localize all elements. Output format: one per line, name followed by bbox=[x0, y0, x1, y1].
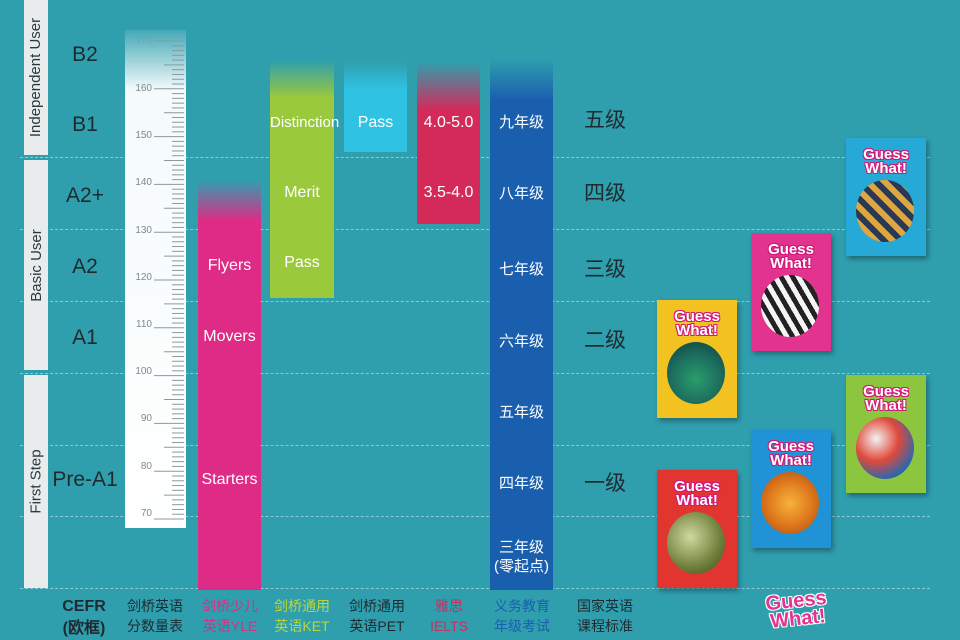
level-divider bbox=[20, 373, 930, 374]
yle-column: Flyers Movers Starters bbox=[198, 180, 261, 590]
ket-merit: Merit bbox=[284, 184, 320, 201]
level-divider bbox=[20, 301, 930, 302]
footer-compulsory: 义务教育 年级考试 bbox=[494, 598, 550, 634]
book-logo: Guess What! bbox=[863, 146, 909, 177]
pet-pass: Pass bbox=[357, 114, 394, 131]
book-6: Guess What! bbox=[846, 138, 926, 256]
grade-8: 八年级 bbox=[498, 185, 544, 202]
peacock-icon bbox=[667, 342, 725, 404]
level-divider bbox=[20, 229, 930, 230]
book-logo: Guess What! bbox=[768, 241, 814, 272]
footer-cefr: CEFR (欧框) bbox=[62, 598, 106, 637]
cefr-level: B1 bbox=[72, 113, 98, 136]
grade-column: 九年级 八年级 七年级 六年级 五年级 四年级 三年级 (零起点) bbox=[490, 58, 553, 590]
grade-5: 五年级 bbox=[498, 404, 544, 421]
level-divider bbox=[20, 516, 930, 517]
footer-national: 国家英语 课程标准 bbox=[577, 598, 633, 634]
band-basic bbox=[24, 160, 48, 370]
yle-flyers: Flyers bbox=[207, 257, 252, 274]
footer-scale: 剑桥英语 分数量表 bbox=[127, 598, 183, 634]
scale-tick-label: 90 bbox=[140, 413, 152, 424]
scale-tick-label: 70 bbox=[140, 508, 152, 519]
scale-tick-label: 160 bbox=[135, 83, 152, 94]
ket-pass: Pass bbox=[284, 254, 320, 271]
national-level: 四级 bbox=[584, 182, 626, 205]
book-3: Guess What! bbox=[846, 375, 926, 493]
scale-tick-label: 130 bbox=[135, 225, 152, 236]
national-level: 三级 bbox=[584, 258, 626, 281]
book-logo: Guess What! bbox=[674, 308, 720, 339]
cefr-level: A1 bbox=[72, 326, 98, 349]
ielts-column: 4.0-5.0 3.5-4.0 bbox=[417, 62, 480, 224]
sunflower-icon bbox=[761, 472, 819, 534]
book-logo: Guess What! bbox=[768, 438, 814, 469]
cefr-level: A2+ bbox=[66, 184, 104, 207]
cefr-level: Pre-A1 bbox=[52, 468, 118, 491]
zebra-icon bbox=[761, 275, 819, 337]
grade-4: 四年级 bbox=[498, 475, 544, 492]
scale-tick-label: 150 bbox=[135, 130, 152, 141]
book-1: Guess What! bbox=[657, 470, 737, 588]
book-logo: Guess What! bbox=[863, 383, 909, 414]
scale-tick-label: 80 bbox=[140, 461, 152, 472]
cambridge-scale-ruler bbox=[125, 30, 186, 528]
grade-9: 九年级 bbox=[498, 114, 544, 131]
national-level: 五级 bbox=[584, 109, 626, 132]
footer-ket: 剑桥通用 英语KET bbox=[274, 598, 330, 634]
cefr-level: B2 bbox=[72, 43, 98, 66]
scale-tick-label: 120 bbox=[135, 272, 152, 283]
grade-6: 六年级 bbox=[498, 333, 544, 350]
book-logo: Guess What! bbox=[674, 478, 720, 509]
grade-3-note: (零起点) bbox=[494, 558, 549, 575]
footer-pet: 剑桥通用 英语PET bbox=[349, 598, 405, 634]
ielts-high: 4.0-5.0 bbox=[423, 114, 474, 131]
book-5: Guess What! bbox=[751, 233, 831, 351]
scale-tick-label: 100 bbox=[135, 366, 152, 377]
national-level: 二级 bbox=[584, 329, 626, 352]
scale-tick-label: 170 bbox=[135, 36, 152, 47]
cefr-level: A2 bbox=[72, 255, 98, 278]
grade-3: 三年级 bbox=[498, 539, 544, 556]
guess-what-logo: Guess What! bbox=[764, 586, 828, 633]
yle-starters: Starters bbox=[201, 471, 258, 488]
level-divider bbox=[20, 588, 930, 589]
scale-tick-label: 110 bbox=[136, 319, 152, 330]
ielts-low: 3.5-4.0 bbox=[423, 184, 474, 201]
book-2: Guess What! bbox=[751, 430, 831, 548]
footer-ielts: 雅思 IELTS bbox=[430, 598, 468, 634]
band-independent bbox=[24, 0, 48, 155]
book-4: Guess What! bbox=[657, 300, 737, 418]
snake-icon bbox=[856, 180, 914, 242]
grade-7: 七年级 bbox=[498, 261, 544, 278]
ket-distinction: Distinction bbox=[270, 114, 340, 131]
fern-icon bbox=[667, 512, 725, 574]
yle-movers: Movers bbox=[203, 328, 256, 345]
footer-yle: 剑桥少儿 英语YLE bbox=[202, 598, 258, 634]
pet-column: Pass bbox=[344, 62, 407, 152]
band-first-step bbox=[24, 375, 48, 588]
candy-icon bbox=[856, 417, 914, 479]
national-level: 一级 bbox=[584, 472, 626, 495]
ket-column: Distinction Merit Pass bbox=[270, 60, 340, 298]
level-divider bbox=[20, 445, 930, 446]
scale-tick-label: 140 bbox=[135, 177, 152, 188]
